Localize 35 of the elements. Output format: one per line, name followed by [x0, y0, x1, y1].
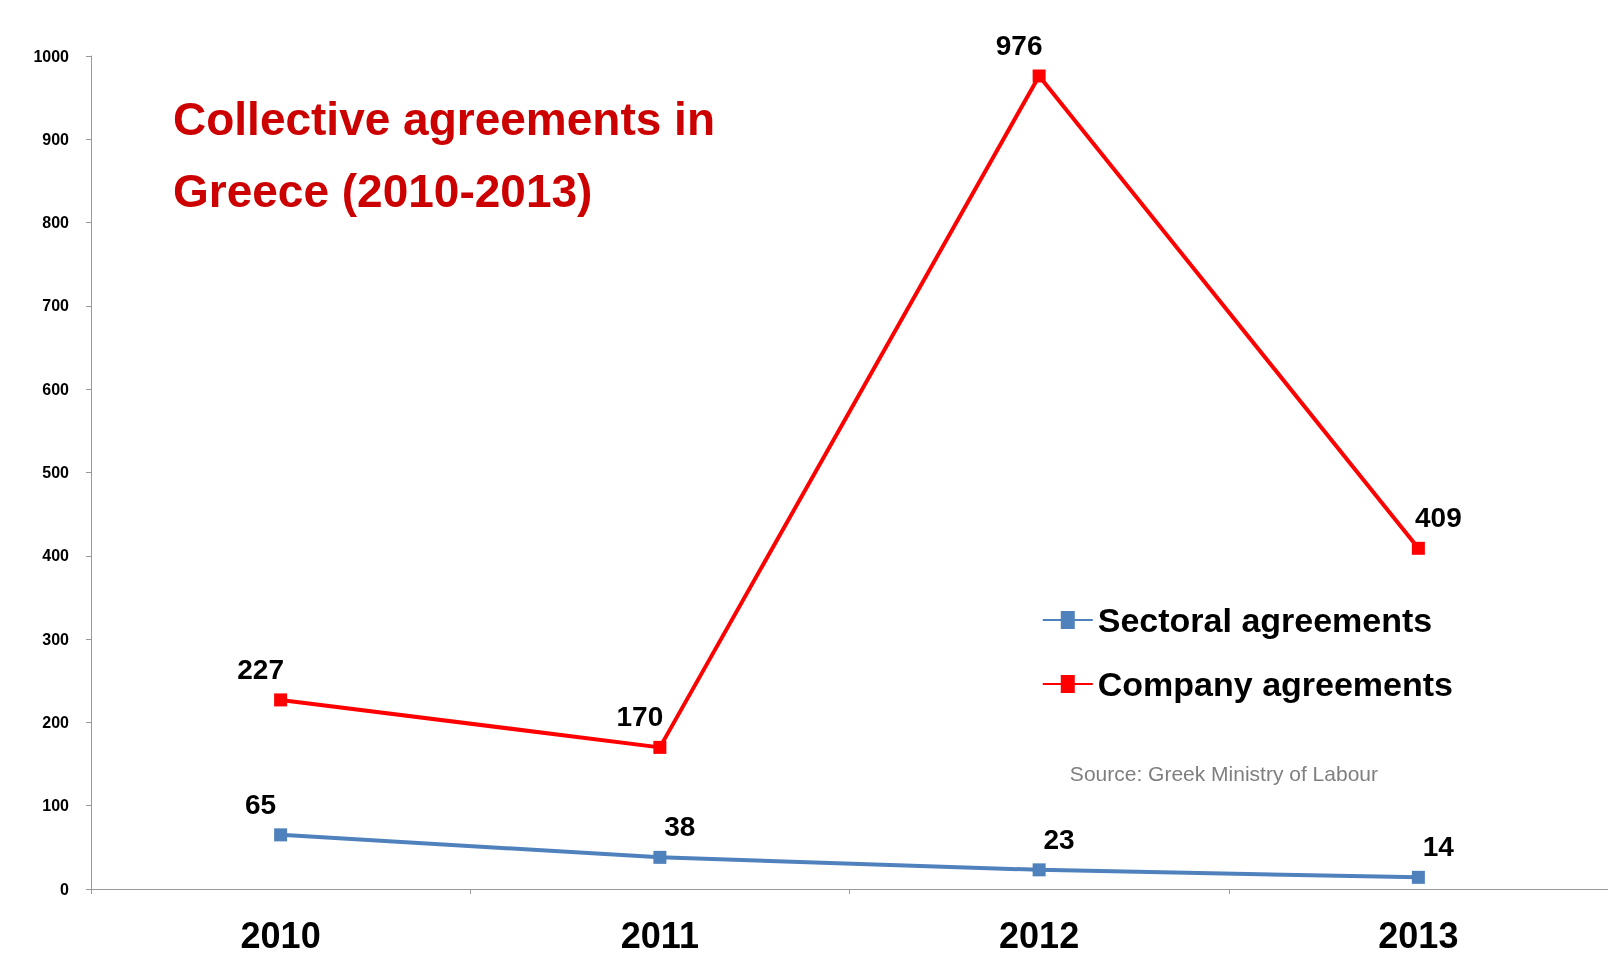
- point: [1032, 69, 1046, 83]
- point: [1032, 863, 1046, 877]
- y-tick-label: 100: [42, 797, 70, 815]
- y-tick-label: 800: [42, 214, 70, 232]
- data-label: 409: [1415, 502, 1462, 534]
- point: [1411, 870, 1425, 884]
- point: [653, 740, 667, 754]
- point: [274, 693, 288, 707]
- y-tick-label: 300: [42, 630, 70, 648]
- x-tick-label: 2011: [620, 914, 699, 956]
- data-label: 23: [1043, 823, 1075, 855]
- legend-label: Company agreements: [1097, 665, 1454, 703]
- data-label: 65: [245, 788, 277, 820]
- x-tick-label: 2012: [999, 914, 1080, 956]
- point: [653, 850, 667, 864]
- x-tick-label: 2010: [240, 914, 321, 956]
- y-tick-label: 400: [42, 547, 70, 565]
- y-tick-label: 500: [42, 464, 70, 481]
- data-label: 227: [237, 653, 284, 685]
- point: [1411, 541, 1425, 555]
- y-tick-label: 200: [42, 713, 70, 731]
- text: Collective agreements in Greece (2010-2013): [173, 93, 728, 217]
- data-label: 976: [995, 29, 1043, 61]
- point: [274, 828, 288, 842]
- y-tick-label: 900: [42, 130, 70, 148]
- y-tick-label: 700: [42, 297, 70, 315]
- data-label: 170: [616, 701, 664, 733]
- y-tick-label: 600: [42, 380, 70, 398]
- annotation: Source: Greek Ministry of Labour: [1069, 762, 1379, 785]
- data-label: 38: [664, 811, 696, 843]
- y-tick-label: 1000: [33, 47, 70, 65]
- y-tick-label: 0: [60, 880, 70, 898]
- data-label: 14: [1422, 831, 1455, 863]
- x-tick-label: 2013: [1378, 914, 1459, 956]
- legend-label: Sectoral agreements: [1097, 601, 1433, 639]
